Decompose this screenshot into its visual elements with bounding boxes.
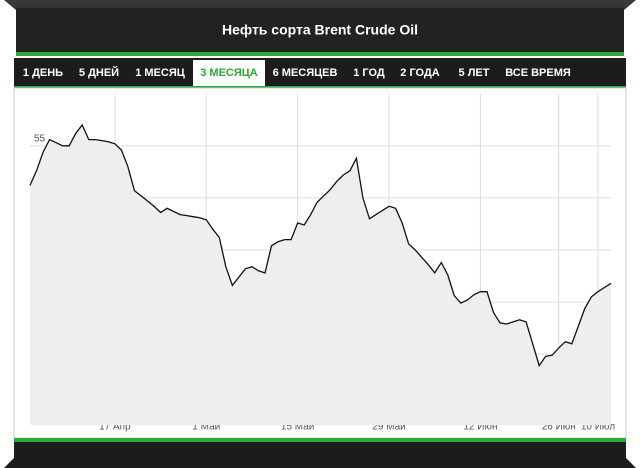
tab[interactable]: 5 ДНЕЙ [79,66,119,79]
header-stripe [16,52,624,56]
tab[interactable]: 3 МЕСЯЦА [200,67,258,79]
active-tab-bg [193,60,265,86]
x-tick-label: 10 Июл [581,422,615,433]
area [30,125,611,425]
line [29,123,612,368]
tab-bar [14,58,626,86]
tab[interactable]: 1 ДЕНЬ [23,67,63,79]
x-tick-label: 15 Май [281,422,315,433]
x-tick-label: 26 Июн [542,422,576,433]
tab[interactable]: 1 ГОД [353,67,385,79]
tab[interactable]: 5 ЛЕТ [459,67,490,79]
tab[interactable]: 1 МЕСЯЦ [135,67,185,79]
footer [4,442,636,468]
x-tick-label: 12 Июн [463,422,497,433]
tab[interactable]: 2 ГОДА [400,67,440,79]
tab-stripe [14,86,626,88]
header-panel [16,8,624,54]
chart-title: Нефть сорта Brent Crude Oil [222,22,418,38]
x-tick-label: 1 Май [192,422,220,433]
y-tick-label: 55 [34,133,46,144]
tab[interactable]: 6 МЕСЯЦЕВ [273,67,338,79]
tab[interactable]: ВСЕ ВРЕМЯ [505,67,571,79]
footer-stripe [14,438,626,442]
x-tick-label: 17 Апр [99,422,131,433]
x-tick-label: 29 Май [372,422,406,433]
